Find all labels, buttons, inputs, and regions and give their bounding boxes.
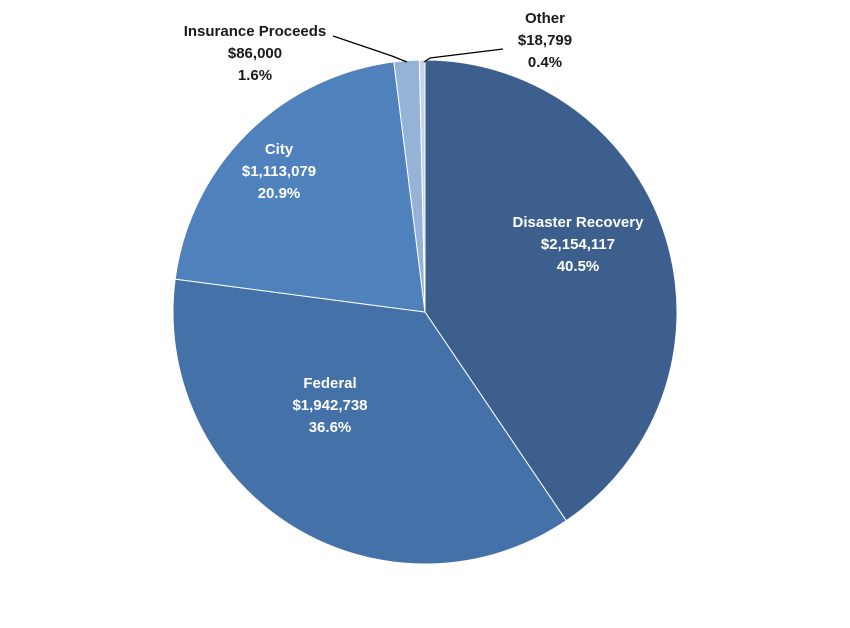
slice-label-name-disaster-recovery: Disaster Recovery — [513, 214, 645, 231]
labels-layer: Disaster Recovery $2,154,117 40.5% Federal $… — [184, 10, 644, 436]
slice-label-name-city: City — [265, 141, 294, 158]
slice-label-value-insurance-proceeds: $86,000 — [228, 45, 282, 62]
slice-label-other: Other $18,799 0.4% — [518, 10, 572, 71]
pie-slice-city — [174, 61, 426, 313]
slices-layer — [172, 59, 678, 565]
slice-label-insurance-proceeds: Insurance Proceeds $86,000 1.6% — [184, 23, 327, 84]
slice-label-percent-city: 20.9% — [258, 185, 301, 202]
slice-label-percent-disaster-recovery: 40.5% — [557, 258, 600, 275]
slice-label-percent-other: 0.4% — [528, 54, 562, 71]
slice-label-name-insurance-proceeds: Insurance Proceeds — [184, 23, 327, 40]
leader-line-other — [423, 48, 504, 63]
pie-slice-other — [418, 59, 426, 313]
slice-label-percent-insurance-proceeds: 1.6% — [238, 67, 272, 84]
slice-label-percent-federal: 36.6% — [309, 419, 352, 436]
leader-lines-layer — [332, 35, 504, 63]
slice-label-federal: Federal $1,942,738 36.6% — [292, 375, 367, 436]
leader-line-insurance-proceeds — [332, 35, 408, 63]
slice-label-name-federal: Federal — [303, 375, 356, 392]
slice-label-disaster-recovery: Disaster Recovery $2,154,117 40.5% — [513, 214, 645, 275]
slice-label-value-city: $1,113,079 — [242, 163, 316, 180]
slice-label-city: City $1,113,079 20.9% — [242, 141, 316, 202]
slice-label-value-federal: $1,942,738 — [292, 397, 367, 414]
slice-label-value-other: $18,799 — [518, 32, 572, 49]
pie-slice-disaster-recovery — [424, 59, 678, 522]
slice-label-name-other: Other — [525, 10, 565, 27]
slice-label-value-disaster-recovery: $2,154,117 — [541, 236, 615, 253]
pie-slice-federal — [172, 278, 567, 565]
